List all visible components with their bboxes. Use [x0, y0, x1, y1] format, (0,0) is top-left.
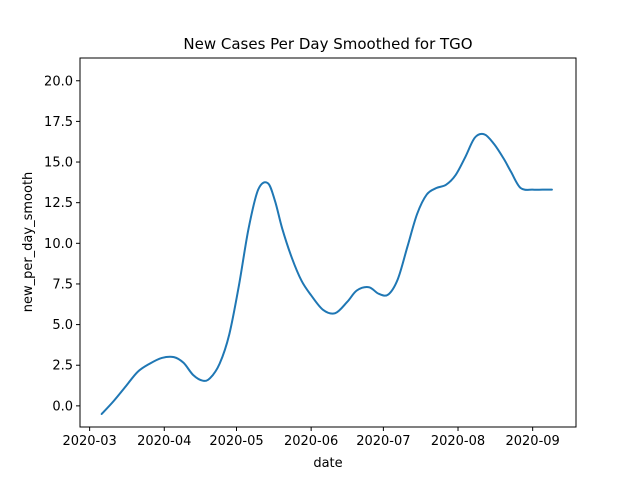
series-line-0 — [100, 132, 553, 415]
x-tick-label: 2020-04 — [137, 434, 191, 449]
y-tick-label: 15.0 — [44, 156, 73, 171]
plot-area — [80, 58, 576, 427]
plot-frame — [79, 57, 577, 428]
series-lines — [100, 132, 553, 415]
chart-title: New Cases Per Day Smoothed for TGO — [183, 35, 472, 53]
y-axis-label: new_per_day_smooth — [21, 172, 36, 313]
y-tick-label: 0.0 — [52, 399, 73, 414]
x-tick-label: 2020-09 — [505, 434, 559, 449]
x-tick-label: 2020-08 — [431, 434, 485, 449]
axis-ticks: 2020-03 2020-04 2020-05 2020-06 2020-07 2020-… — [44, 74, 560, 449]
x-tick-label: 2020-03 — [62, 434, 116, 449]
y-tick-label: 7.5 — [52, 277, 73, 292]
y-tick-label: 20.0 — [44, 74, 73, 89]
y-tick-label: 10.0 — [44, 237, 73, 252]
x-tick-label: 2020-07 — [356, 434, 410, 449]
y-tick-label: 2.5 — [52, 359, 73, 374]
x-tick-label: 2020-05 — [209, 434, 263, 449]
y-tick-label: 17.5 — [44, 115, 73, 130]
y-tick-label: 5.0 — [52, 318, 73, 333]
y-tick-label: 12.5 — [44, 196, 73, 211]
x-tick-label: 2020-06 — [284, 434, 338, 449]
x-axis-label: date — [313, 456, 342, 471]
